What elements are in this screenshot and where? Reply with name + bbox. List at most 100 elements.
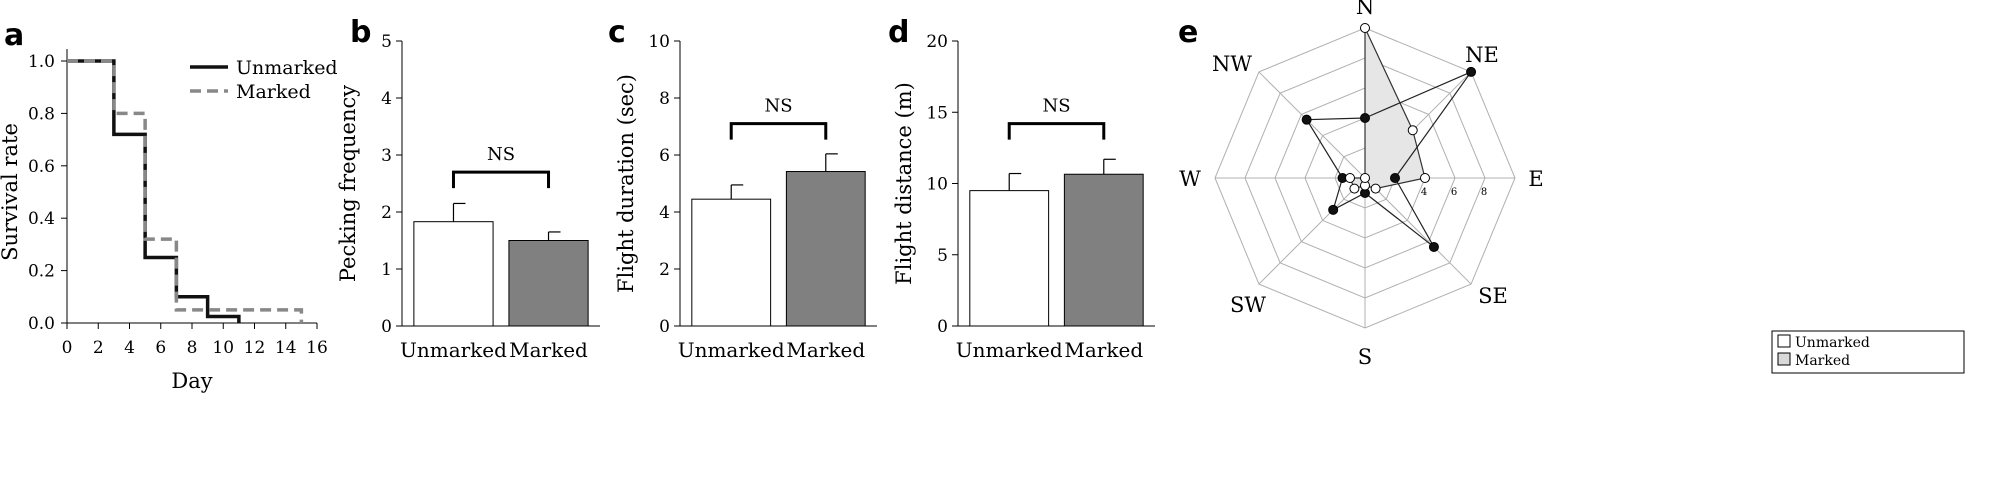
panel-d-flight-distance-chart: d 0 5 10 15 20 Flight distance (m) Unmarked Mar… [888,15,1155,362]
x-category-label: Unmarked [678,338,785,362]
x-tick-label: 2 [93,338,104,358]
ring-tick-label: 6 [1451,187,1457,198]
grid-spoke [1258,71,1366,179]
direction-label-n: N [1356,0,1374,19]
y-tick-label: 4 [381,89,392,109]
y-tick-label: 1 [381,260,392,280]
panel-e-direction-radar: e 4 6 8 N NE E SE S SW W NW Unmarked Marked [1178,0,1965,374]
y-tick-label: 0.0 [28,314,55,334]
x-tick-label: 10 [212,338,234,358]
x-tick-label: 12 [244,338,266,358]
y-tick-label: 0 [381,317,392,337]
x-category-label: Unmarked [400,338,507,362]
significance-label: NS [1042,96,1070,117]
legend-box [1771,330,1965,374]
direction-label-sw: SW [1230,293,1266,317]
marker-marked [1360,113,1370,123]
ring-tick-label: 4 [1421,187,1427,198]
legend-label: Marked [236,81,311,103]
marker-marked [1428,241,1439,252]
y-axis-title: Flight distance (m) [892,82,916,285]
bar-unmarked [969,190,1050,327]
direction-label-w: W [1179,167,1201,191]
y-tick-label: 2 [381,203,392,223]
y-tick-label: 0 [659,317,670,337]
panel-letter: c [608,15,626,50]
y-tick-label: 3 [381,146,392,166]
direction-label-ne: NE [1465,43,1499,67]
legend-label: Marked [1795,353,1850,369]
grid-spoke [1258,177,1366,285]
marker-unmarked [1345,173,1355,183]
x-tick-label: 6 [155,338,166,358]
ring-tick-label: 8 [1481,187,1487,198]
y-tick-label: 0.2 [28,262,55,282]
bar-unmarked [691,198,772,327]
y-tick-label: 8 [659,89,670,109]
x-tick-label: 16 [306,338,328,358]
bar-marked [785,171,866,327]
y-tick-label: 5 [381,32,392,52]
y-tick-label: 5 [937,246,948,266]
y-axis-title: Flight duration (sec) [614,74,638,293]
x-category-label: Marked [1064,338,1143,362]
panel-letter: e [1178,15,1198,50]
panel-letter: a [4,18,24,53]
bar-marked [1063,173,1144,327]
x-category-label: Marked [509,338,588,362]
x-category-label: Unmarked [956,338,1063,362]
legend-label: Unmarked [236,57,338,79]
marker-unmarked [1360,173,1370,183]
legend-swatch [1777,334,1791,348]
y-tick-label: 0.4 [28,209,55,229]
x-tick-label: 4 [124,338,135,358]
significance-label: NS [487,144,515,165]
direction-label-se: SE [1478,284,1508,308]
significance-bracket [451,170,551,189]
y-axis-title: Pecking frequency [336,85,360,282]
y-axis-title: Survival rate [0,123,22,261]
y-tick-label: 1.0 [28,52,55,72]
series-line-unmarked [67,59,241,323]
panel-letter: d [888,15,909,50]
marker-unmarked [1420,173,1430,183]
y-tick-label: 2 [659,260,670,280]
direction-label-nw: NW [1212,52,1252,76]
y-tick-label: 10 [648,32,670,52]
y-tick-label: 15 [926,103,948,123]
x-tick-label: 8 [187,338,198,358]
significance-label: NS [764,96,792,117]
legend-label: Unmarked [1795,335,1870,351]
y-tick-label: 0.6 [28,157,55,177]
y-tick-label: 20 [926,32,948,52]
significance-bracket [729,122,828,140]
series-line-marked [67,59,304,323]
x-tick-label: 0 [62,338,73,358]
direction-label-s: S [1358,345,1372,369]
marker-marked [1328,204,1339,215]
marker-marked [1466,66,1477,77]
x-tick-label: 14 [275,338,297,358]
x-category-label: Marked [786,338,865,362]
significance-bracket [1007,122,1106,140]
panel-c-flight-duration-chart: c 0 2 4 6 8 10 Flight duration (sec) Unmarked Ma… [608,15,877,362]
panel-letter: b [350,15,371,50]
legend-swatch [1777,352,1791,366]
direction-label-e: E [1528,167,1543,191]
bar-unmarked [413,221,494,327]
marker-unmarked [1407,125,1418,136]
marker-unmarked [1349,183,1360,194]
marker-unmarked [1360,23,1370,33]
panel-b-pecking-chart: b 0 1 2 3 4 5 Pecking frequency Unmarked Marked N… [336,15,600,362]
y-tick-label: 0 [937,317,948,337]
x-axis-title: Day [171,369,212,393]
marker-marked [1390,173,1400,183]
panel-a-survival-chart: a 0 2 4 6 8 10 12 14 16 0.0 0.2 0.4 0.6 0.8 1.0 Day Surv… [0,18,338,393]
y-tick-label: 4 [659,203,670,223]
bar-marked [508,240,589,327]
y-tick-label: 0.8 [28,104,55,124]
marker-unmarked [1370,183,1381,194]
marker-marked [1301,114,1312,125]
grid-spoke [1364,177,1472,285]
